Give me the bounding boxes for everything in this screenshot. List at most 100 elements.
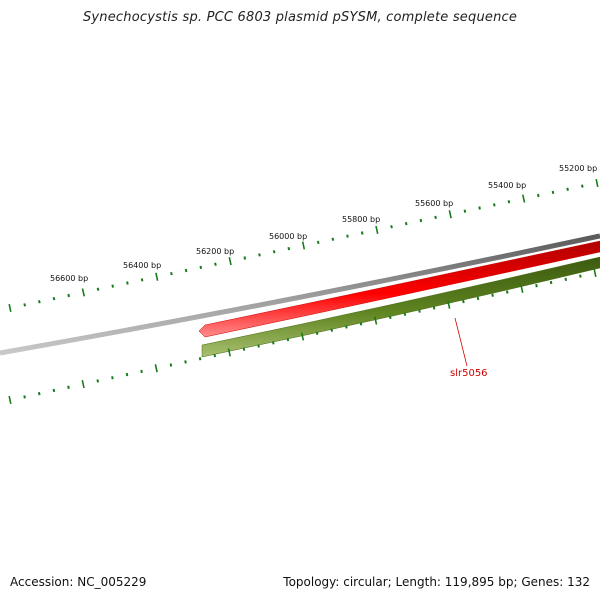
top-ruler-minor-tick [316, 240, 320, 245]
top-ruler-minor-tick [96, 287, 100, 291]
bottom-ruler-minor-tick [242, 347, 246, 351]
top-ruler-minor-tick [331, 237, 335, 241]
bottom-ruler-minor-tick [213, 353, 217, 358]
top-ruler-minor-tick [243, 256, 247, 260]
top-ruler-minor-tick [258, 253, 261, 257]
bottom-ruler-minor-tick [462, 299, 465, 304]
top-ruler-major-tick [8, 303, 12, 313]
bottom-ruler-minor-tick [23, 395, 26, 399]
bottom-ruler-minor-tick [315, 331, 319, 336]
top-ruler-minor-tick [581, 184, 584, 188]
top-ruler-major-tick [81, 288, 85, 297]
bottom-ruler-major-tick [300, 332, 305, 341]
bottom-ruler-minor-tick [549, 280, 553, 285]
top-ruler-minor-tick [184, 268, 188, 273]
bottom-ruler-minor-tick [52, 388, 56, 393]
bottom-ruler-minor-tick [564, 277, 568, 282]
top-ruler-minor-tick [287, 246, 291, 251]
tick-label-55600: 55600 bp [415, 199, 453, 208]
bottom-ruler-major-tick [227, 348, 231, 357]
tick-label-55400: 55400 bp [488, 181, 526, 190]
top-ruler-minor-tick [126, 281, 129, 285]
tick-label-56400: 56400 bp [123, 261, 161, 270]
gene-label-slr5056[interactable]: slr5056 [450, 368, 488, 379]
top-position-ruler [8, 178, 599, 313]
bottom-ruler-minor-tick [418, 309, 421, 313]
top-ruler-major-tick [595, 178, 599, 188]
bottom-ruler-minor-tick [125, 372, 129, 377]
top-ruler-major-tick [155, 272, 159, 281]
top-ruler-minor-tick [170, 271, 173, 276]
bottom-ruler-minor-tick [184, 360, 187, 364]
bottom-ruler-major-tick [81, 380, 85, 389]
gene-arrow-forward-strand[interactable] [201, 256, 600, 358]
top-ruler-minor-tick [390, 225, 393, 229]
top-ruler-minor-tick [346, 234, 349, 238]
top-ruler-minor-tick [199, 265, 203, 270]
top-ruler-minor-tick [38, 300, 41, 304]
top-ruler-major-tick [375, 225, 379, 234]
bottom-ruler-minor-tick [476, 296, 480, 301]
bottom-ruler-minor-tick [505, 290, 509, 294]
bottom-ruler-minor-tick [140, 369, 143, 374]
gene-label-leader-line [454, 317, 468, 367]
top-ruler-major-tick [522, 194, 526, 203]
top-ruler-minor-tick [434, 215, 437, 220]
bottom-ruler-major-tick [447, 300, 451, 309]
top-ruler-major-tick [301, 241, 306, 250]
bottom-ruler-minor-tick [535, 284, 538, 288]
bottom-ruler-minor-tick [432, 306, 436, 310]
top-ruler-labels: 56600 bp 56400 bp 56200 bp 56000 bp 5580… [50, 164, 597, 283]
top-ruler-minor-tick [140, 278, 144, 282]
bottom-ruler-minor-tick [359, 322, 363, 326]
bottom-ruler-minor-tick [579, 274, 582, 278]
bottom-ruler-major-tick [8, 395, 12, 405]
bottom-ruler-minor-tick [330, 328, 334, 332]
bottom-ruler-minor-tick [345, 325, 348, 329]
bottom-position-ruler [8, 268, 597, 405]
plasmid-backbone [0, 233, 600, 356]
topology-summary-text: Topology: circular; Length: 119,895 bp; … [283, 575, 590, 589]
top-ruler-minor-tick [566, 187, 569, 191]
top-ruler-minor-tick [537, 193, 540, 198]
bottom-ruler-minor-tick [388, 315, 392, 320]
gene-arrow-reverse-strand[interactable] [198, 240, 600, 338]
top-ruler-major-tick [228, 257, 232, 266]
top-ruler-minor-tick [419, 218, 423, 223]
tick-label-56200: 56200 bp [196, 247, 234, 256]
bottom-ruler-minor-tick [169, 363, 173, 367]
bottom-ruler-minor-tick [403, 312, 407, 316]
top-ruler-minor-tick [478, 206, 481, 210]
bottom-ruler-minor-tick [96, 379, 100, 383]
bottom-ruler-minor-tick [271, 341, 275, 345]
top-ruler-minor-tick [52, 296, 56, 301]
top-ruler-major-tick [448, 210, 452, 219]
tick-label-56000: 56000 bp [269, 232, 307, 241]
top-ruler-minor-tick [551, 190, 555, 195]
top-ruler-minor-tick [507, 200, 511, 204]
top-ruler-minor-tick [404, 221, 408, 226]
bottom-ruler-minor-tick [257, 344, 260, 348]
tick-label-55800: 55800 bp [342, 215, 380, 224]
top-ruler-minor-tick [360, 231, 364, 235]
top-ruler-minor-tick [111, 284, 114, 288]
top-ruler-minor-tick [23, 303, 26, 307]
top-ruler-minor-tick [214, 262, 217, 266]
bottom-ruler-minor-tick [491, 293, 494, 297]
bottom-ruler-major-tick [374, 316, 378, 325]
bottom-ruler-minor-tick [286, 337, 290, 342]
top-ruler-minor-tick [493, 203, 496, 207]
tick-label-56600: 56600 bp [50, 274, 88, 283]
top-ruler-minor-tick [272, 250, 276, 254]
top-ruler-minor-tick [463, 209, 467, 213]
bottom-ruler-minor-tick [37, 391, 41, 396]
top-ruler-minor-tick [67, 293, 70, 298]
bottom-ruler-minor-tick [67, 385, 70, 389]
bottom-ruler-minor-tick [111, 376, 114, 380]
tick-label-55200: 55200 bp [559, 164, 597, 173]
bottom-ruler-major-tick [520, 284, 524, 293]
map-title: Synechocystis sp. PCC 6803 plasmid pSYSM… [82, 10, 518, 25]
bottom-ruler-minor-tick [198, 357, 202, 361]
